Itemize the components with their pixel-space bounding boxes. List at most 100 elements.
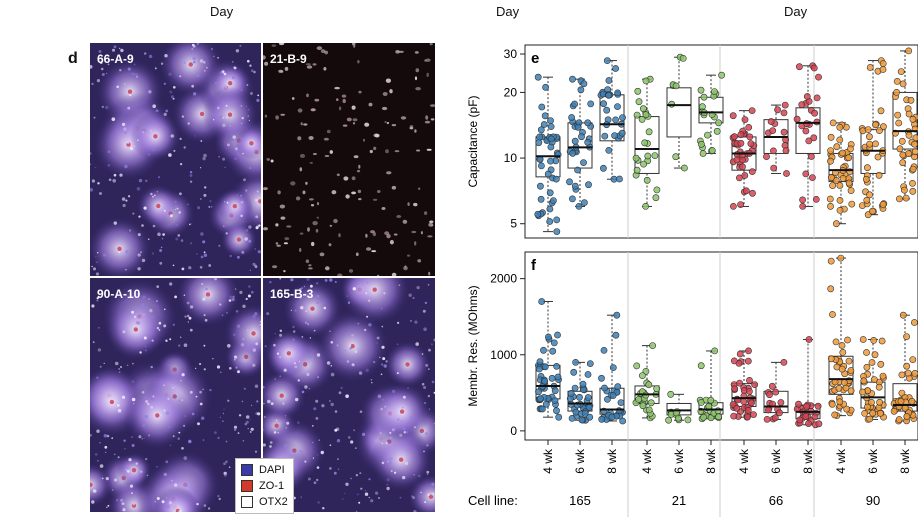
nucleus-dot	[90, 163, 92, 165]
nucleus-dot	[220, 94, 222, 97]
nucleus-dot	[249, 64, 252, 67]
nucleus-dot	[137, 253, 141, 257]
nucleus-dot	[385, 360, 388, 363]
nucleus-dot	[159, 261, 163, 265]
nucleus-dot	[122, 330, 126, 334]
nucleus-dot	[427, 235, 433, 238]
nucleus-dot	[351, 176, 356, 181]
nucleus-dot	[90, 152, 92, 155]
data-point	[875, 171, 883, 179]
data-point	[901, 186, 908, 194]
nucleus-dot	[351, 43, 356, 46]
y-tick-label: 2000	[490, 272, 517, 286]
nucleus-dot	[96, 376, 99, 379]
nucleus-dot	[299, 167, 303, 172]
data-point	[798, 101, 806, 109]
nucleus-dot	[254, 264, 257, 268]
nucleus-dot	[132, 502, 136, 506]
data-point	[551, 397, 559, 404]
nucleus-dot	[218, 155, 221, 158]
plot-frame	[524, 251, 918, 441]
box-90-8wk	[890, 311, 918, 425]
data-point	[745, 347, 752, 355]
nucleus-dot	[191, 412, 195, 416]
data-point	[903, 413, 911, 420]
data-point	[866, 140, 873, 148]
data-point	[766, 391, 773, 399]
nucleus-dot	[286, 225, 292, 228]
legend-item-otx2: OTX2	[241, 494, 288, 510]
rosette-core	[131, 468, 137, 473]
data-point	[831, 411, 839, 419]
nucleus-dot	[195, 395, 198, 398]
nucleus-dot	[306, 93, 309, 98]
nucleus-dot	[412, 297, 415, 299]
data-point	[898, 371, 906, 379]
nucleus-dot	[385, 149, 389, 154]
data-point	[711, 347, 719, 355]
nucleus-dot	[196, 43, 200, 45]
nucleus-dot	[414, 76, 418, 81]
data-point	[649, 342, 656, 349]
nucleus-dot	[366, 247, 372, 251]
box-66-8wk	[793, 62, 822, 210]
nucleus-dot	[428, 271, 431, 276]
nucleus-dot	[412, 370, 414, 373]
nucleus-dot	[242, 236, 245, 239]
y-axis-label: Capacitance (pF)	[466, 95, 480, 187]
nucleus-dot	[211, 48, 213, 50]
nucleus-dot	[358, 90, 362, 94]
nucleus-dot	[183, 343, 188, 347]
nucleus-dot	[431, 343, 433, 345]
nucleus-dot	[189, 223, 191, 226]
nucleus-dot	[189, 305, 194, 309]
nucleus-dot	[227, 399, 230, 402]
data-point	[603, 106, 611, 114]
nucleus-dot	[148, 54, 153, 59]
nucleus-dot	[199, 402, 203, 406]
nucleus-dot	[200, 232, 204, 236]
data-point	[651, 152, 659, 159]
nucleus-dot	[379, 356, 381, 359]
nucleus-dot	[112, 48, 115, 52]
nucleus-dot	[355, 510, 358, 512]
data-point	[642, 202, 649, 210]
nucleus-dot	[400, 420, 403, 423]
nucleus-dot	[229, 125, 231, 127]
data-point	[640, 160, 647, 168]
nucleus-dot	[245, 229, 249, 232]
nucleus-dot	[118, 371, 121, 374]
nucleus-dot	[324, 279, 328, 282]
nucleus-dot	[424, 120, 431, 124]
data-point	[613, 311, 621, 319]
nucleus-dot	[415, 68, 420, 73]
data-point	[747, 140, 755, 148]
nucleus-dot	[227, 143, 230, 147]
nucleus-dot	[94, 453, 98, 456]
nucleus-dot	[418, 187, 421, 190]
nucleus-dot	[391, 272, 397, 276]
nucleus-dot	[154, 67, 157, 70]
nucleus-dot	[292, 338, 295, 341]
nucleus-dot	[413, 474, 415, 476]
nucleus-dot	[126, 469, 130, 473]
nucleus-dot	[430, 118, 435, 121]
data-point	[587, 100, 595, 108]
nucleus-dot	[224, 201, 226, 203]
data-point	[902, 194, 910, 202]
nucleus-dot	[333, 471, 337, 475]
nucleus-dot	[386, 171, 392, 175]
micro-tile-label-3: 90-A-10	[97, 287, 141, 301]
nucleus-dot	[414, 241, 417, 246]
nucleus-dot	[429, 220, 434, 224]
nucleus-dot	[255, 342, 259, 346]
nucleus-dot	[232, 135, 236, 139]
box-165-4wk	[534, 73, 562, 235]
data-point	[811, 413, 819, 421]
nucleus-dot	[352, 287, 356, 291]
data-point	[836, 182, 844, 189]
nucleus-dot	[273, 431, 277, 434]
nucleus-dot	[353, 429, 356, 432]
x-tick-label: 4 wk	[541, 448, 555, 474]
nucleus-dot	[279, 204, 286, 209]
